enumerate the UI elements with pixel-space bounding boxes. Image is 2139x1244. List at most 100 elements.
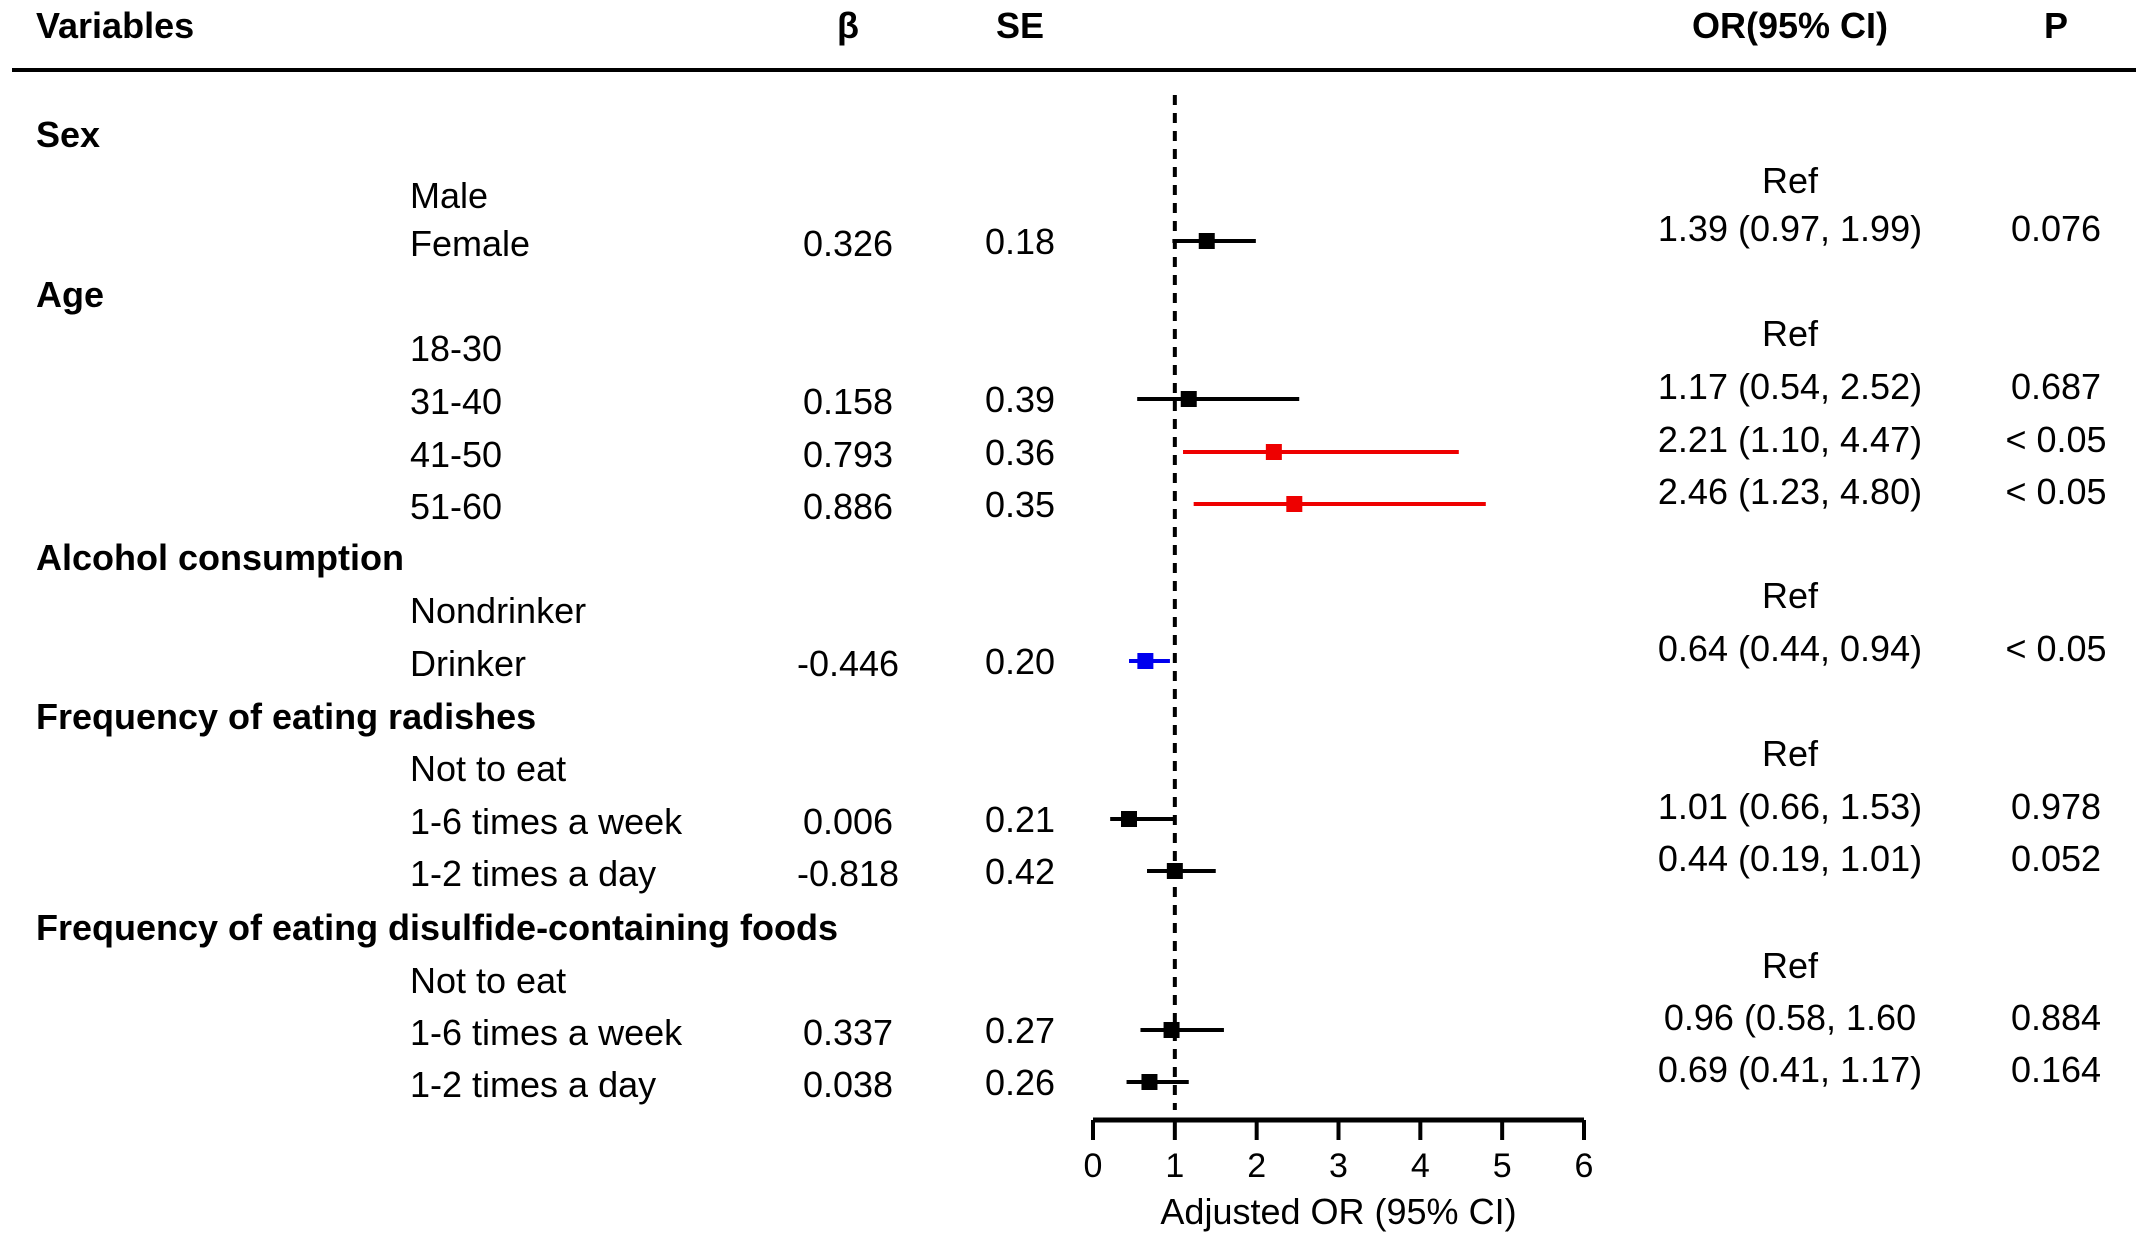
plot-area [1110,95,1486,1110]
or-point [1265,444,1282,460]
se-value: 0.39 [985,379,1055,420]
beta-value: 0.326 [803,223,893,264]
table-row: Not to eat Ref [410,733,1819,789]
table-row: 1-6 times a week 0.006 0.21 1.01 (0.66, 1.5… [410,786,2101,842]
table-row: Female 0.326 0.18 1.39 (0.97, 1.99) 0.076 [410,208,2101,264]
x-tick-label: 5 [1493,1147,1512,1185]
table-rows: Sex Male Ref Female 0.326 0.18 1.39 (0.97, 1.9… [36,114,2107,1105]
group-row: Frequency of eating radishes [36,696,536,737]
se-value: 0.36 [985,432,1055,473]
or-ci-value: 2.21 (1.10, 4.47) [1658,419,1922,460]
table-row: Not to eat Ref [410,945,1819,1001]
beta-value: -0.446 [797,643,899,684]
row-label: Male [410,175,488,216]
header-or: OR(95% CI) [1692,5,1888,46]
group-label: Alcohol consumption [36,537,404,578]
beta-value: 0.158 [803,381,893,422]
or-ci-value: 0.64 (0.44, 0.94) [1658,628,1922,669]
row-label: Female [410,223,530,264]
reference-label: Ref [1762,733,1819,774]
table-row: 1-6 times a week 0.337 0.27 0.96 (0.58, 1.6… [410,997,2101,1053]
row-label: Not to eat [410,960,566,1001]
table-row: 1-2 times a day 0.038 0.26 0.69 (0.41, 1.17… [410,1049,2101,1105]
row-label: 1-2 times a day [410,853,656,894]
group-label: Frequency of eating disulfide-containing… [36,907,838,948]
beta-value: 0.793 [803,434,893,475]
p-value: 0.076 [2011,208,2101,249]
row-label: 41-50 [410,434,502,475]
reference-label: Ref [1762,313,1819,354]
row-label: 1-2 times a day [410,1064,656,1105]
se-value: 0.21 [985,799,1055,840]
or-point [1163,1022,1180,1038]
row-label: Drinker [410,643,526,684]
beta-value: 0.006 [803,801,893,842]
p-value: 0.978 [2011,786,2101,827]
x-axis-label: Adjusted OR (95% CI) [1160,1191,1516,1232]
group-label: Frequency of eating radishes [36,696,536,737]
p-value: < 0.05 [2005,628,2106,669]
p-value: 0.052 [2011,838,2101,879]
header-variables: Variables [36,5,194,46]
or-ci-value: 0.96 (0.58, 1.60 [1664,997,1916,1038]
row-label: 31-40 [410,381,502,422]
table-row: Male Ref [410,160,1819,216]
se-value: 0.20 [985,641,1055,682]
table-row: 41-50 0.793 0.36 2.21 (1.10, 4.47) < 0.05 [410,419,2107,475]
reference-label: Ref [1762,945,1819,986]
p-value: 0.164 [2011,1049,2101,1090]
row-label: 51-60 [410,486,502,527]
table-row: Drinker -0.446 0.20 0.64 (0.44, 0.94) < 0.05 [410,628,2107,684]
table-row: 51-60 0.886 0.35 2.46 (1.23, 4.80) < 0.05 [410,471,2107,527]
table-row: 31-40 0.158 0.39 1.17 (0.54, 2.52) 0.687 [410,366,2101,422]
beta-value: 0.886 [803,486,893,527]
x-tick-label: 1 [1165,1147,1184,1185]
or-point [1141,1074,1158,1090]
se-value: 0.26 [985,1062,1055,1103]
group-row: Alcohol consumption [36,537,404,578]
se-value: 0.18 [985,221,1055,262]
header-row: Variables β SE OR(95% CI) P [36,5,2068,46]
table-row: 1-2 times a day -0.818 0.42 0.44 (0.19, 1.0… [410,838,2101,894]
or-ci-value: 1.01 (0.66, 1.53) [1658,786,1922,827]
se-value: 0.27 [985,1010,1055,1051]
beta-value: -0.818 [797,853,899,894]
x-tick-label: 4 [1411,1147,1430,1185]
group-label: Age [36,274,104,315]
or-point [1137,653,1154,669]
group-row: Sex [36,114,100,155]
reference-label: Ref [1762,160,1819,201]
row-label: 1-6 times a week [410,801,683,842]
row-label: Not to eat [410,748,566,789]
x-tick-label: 3 [1329,1147,1348,1185]
p-value: < 0.05 [2005,471,2106,512]
x-tick-label: 0 [1084,1147,1103,1185]
reference-label: Ref [1762,575,1819,616]
se-value: 0.35 [985,484,1055,525]
x-tick-label: 6 [1575,1147,1594,1185]
group-label: Sex [36,114,100,155]
beta-value: 0.337 [803,1012,893,1053]
header-se: SE [996,5,1044,46]
or-point [1198,233,1215,249]
group-row: Frequency of eating disulfide-containing… [36,907,838,948]
x-tick-label: 2 [1247,1147,1266,1185]
p-value: 0.687 [2011,366,2101,407]
x-axis: 0 1 2 3 4 5 6 Adjusted OR (95% CI) [1084,1117,1594,1232]
p-value: 0.884 [2011,997,2101,1038]
header-p: P [2044,5,2068,46]
header-beta: β [837,5,859,46]
or-ci-value: 1.39 (0.97, 1.99) [1658,208,1922,249]
row-label: Nondrinker [410,590,586,631]
row-label: 1-6 times a week [410,1012,683,1053]
or-point [1121,811,1138,827]
table-row: Nondrinker Ref [410,575,1819,631]
or-ci-value: 0.69 (0.41, 1.17) [1658,1049,1922,1090]
se-value: 0.42 [985,851,1055,892]
group-row: Age [36,274,104,315]
or-ci-value: 2.46 (1.23, 4.80) [1658,471,1922,512]
or-ci-value: 0.44 (0.19, 1.01) [1658,838,1922,879]
or-point [1180,391,1197,407]
or-ci-value: 1.17 (0.54, 2.52) [1658,366,1922,407]
